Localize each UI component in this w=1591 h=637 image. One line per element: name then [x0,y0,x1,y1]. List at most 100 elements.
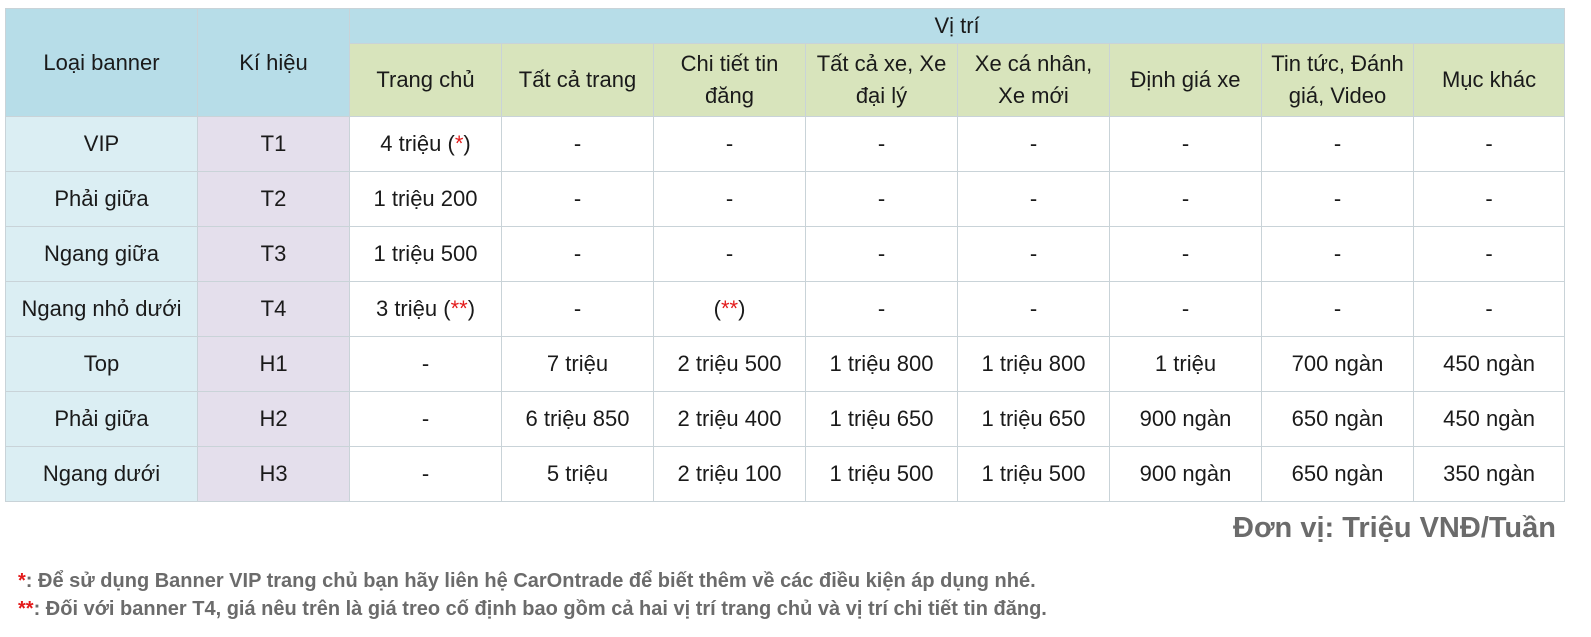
price-cell: 1 triệu [1109,336,1262,392]
price-cell: - [1109,226,1262,282]
table-row: Phải giữa H2 - 6 triệu 850 2 triệu 400 1 triệ… [5,391,1566,447]
price-cell: 6 triệu 850 [501,391,654,447]
banner-price-table: Loại banner Kí hiệu Vị trí Trang chủ Tất … [5,8,1566,502]
price-text: - [725,131,734,156]
banner-code-cell: T4 [197,281,350,337]
footnote-text: : Đối với banner T4, giá nêu trên là giá… [33,598,1047,620]
price-cell: - [805,281,958,337]
price-cell: - [1109,116,1262,172]
footnote-2: **: Đối với banner T4, giá nêu trên là g… [18,598,1047,621]
price-cell: - [501,171,654,227]
price-text: 2 triệu 400 [677,406,782,431]
price-text: 450 ngàn [1443,406,1535,431]
banner-code-cell: H3 [197,446,350,502]
price-cell: 1 triệu 500 [957,446,1110,502]
price-cell: 700 ngàn [1261,336,1414,392]
price-cell: 7 triệu [501,336,654,392]
table-body: VIP T1 4 triệu (*) - - - - - - - Phải giữa T2 1 triệ… [5,116,1566,502]
asterisk-mark: * [454,131,464,156]
header-position: Tất cả xe, Xe đại lý [805,43,958,117]
price-text: - [1029,131,1038,156]
price-cell: 650 ngàn [1261,391,1414,447]
header-row-positions: Trang chủ Tất cả trang Chi tiết tin đăng Tấ… [6,43,1566,117]
price-cell: 1 triệu 500 [349,226,502,282]
price-text: - [1485,241,1493,266]
header-position: Xe cá nhân, Xe mới [957,43,1110,117]
banner-type-cell: Phải giữa [5,171,198,227]
price-text: - [1181,131,1190,156]
asterisk-mark: ** [450,296,468,321]
price-cell: 3 triệu (**) [349,281,502,337]
price-text: 3 triệu ( [375,296,451,321]
price-text: 450 ngàn [1443,351,1535,376]
price-cell: - [653,171,806,227]
price-text: - [573,241,582,266]
table-row: Phải giữa T2 1 triệu 200 - - - - - - - [5,171,1566,227]
price-text: 1 triệu 500 [373,241,478,266]
price-text: - [421,351,430,376]
price-text: - [877,186,886,211]
banner-code-cell: T1 [197,116,350,172]
price-cell: - [653,116,806,172]
price-text: - [1029,241,1038,266]
price-cell: - [349,336,502,392]
price-text: - [1485,296,1493,321]
header-code: Kí hiệu [197,8,350,117]
price-cell: 900 ngàn [1109,446,1262,502]
price-text: - [573,131,582,156]
price-text: - [725,186,734,211]
table-row: VIP T1 4 triệu (*) - - - - - - - [5,116,1566,172]
price-text: 1 triệu [1154,351,1217,376]
price-cell: - [805,171,958,227]
price-text: - [1485,131,1493,156]
price-text: - [573,296,582,321]
banner-code-cell: T3 [197,226,350,282]
price-cell: (**) [653,281,806,337]
price-text: - [1181,296,1190,321]
banner-type-cell: Phải giữa [5,391,198,447]
price-text: - [1181,186,1190,211]
price-cell: 1 triệu 800 [805,336,958,392]
price-text: 1 triệu 500 [981,461,1086,486]
price-text: 7 triệu [546,351,609,376]
price-text: 650 ngàn [1291,461,1384,486]
price-cell: 4 triệu (*) [349,116,502,172]
price-text: - [877,131,886,156]
asterisk-mark: ** [720,296,739,321]
price-text: 900 ngàn [1139,406,1232,431]
price-cell: - [957,226,1110,282]
price-cell: 1 triệu 800 [957,336,1110,392]
header-row-top: Loại banner Kí hiệu Vị trí [5,8,1566,117]
banner-type-cell: Ngang giữa [5,226,198,282]
price-text: 350 ngàn [1443,461,1535,486]
price-text: 1 triệu 500 [829,461,934,486]
price-cell: - [1412,116,1566,172]
footnote-1: *: Để sử dụng Banner VIP trang chủ bạn h… [18,570,1036,593]
price-text: 650 ngàn [1291,406,1384,431]
price-cell: - [349,446,502,502]
price-text-tail: ) [463,131,471,156]
price-cell: - [653,226,806,282]
price-text: - [877,296,886,321]
price-cell: 650 ngàn [1261,446,1414,502]
banner-code-cell: T2 [197,171,350,227]
price-text: 1 triệu 800 [981,351,1086,376]
table-row: Top H1 - 7 triệu 2 triệu 500 1 triệu 800 1 tri… [5,336,1566,392]
price-text: - [877,241,886,266]
price-text: 1 triệu 200 [373,186,478,211]
table-row: Ngang nhỏ dưới T4 3 triệu (**) - (**) - - - - - [5,281,1566,337]
price-cell: 900 ngàn [1109,391,1262,447]
price-cell: - [957,281,1110,337]
price-cell: 1 triệu 650 [957,391,1110,447]
price-text: - [1181,241,1190,266]
header-position: Tất cả trang [501,43,654,117]
price-cell: 1 triệu 500 [805,446,958,502]
price-cell: 450 ngàn [1412,336,1566,392]
price-cell: 450 ngàn [1412,391,1566,447]
price-cell: - [501,226,654,282]
header-position: Chi tiết tin đăng [653,43,806,117]
price-cell: 1 triệu 650 [805,391,958,447]
table-row: Ngang giữa T3 1 triệu 500 - - - - - - - [5,226,1566,282]
price-cell: - [1261,116,1414,172]
